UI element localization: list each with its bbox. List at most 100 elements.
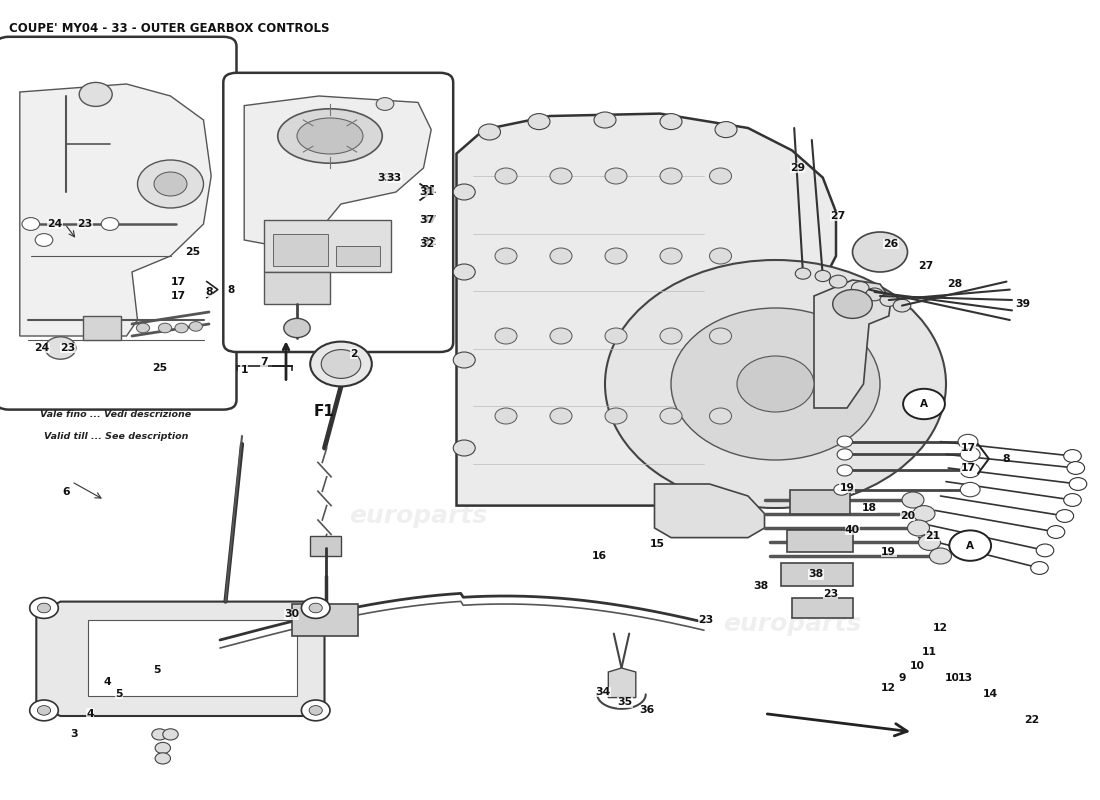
Polygon shape <box>244 96 431 256</box>
Circle shape <box>155 753 170 764</box>
Text: 33: 33 <box>377 173 393 182</box>
Polygon shape <box>608 668 636 698</box>
Circle shape <box>284 318 310 338</box>
Text: 5: 5 <box>154 666 161 675</box>
Circle shape <box>310 342 372 386</box>
Circle shape <box>880 294 898 306</box>
Text: 32: 32 <box>419 239 435 249</box>
Circle shape <box>495 328 517 344</box>
Bar <box>264 220 390 272</box>
Text: 3: 3 <box>70 729 77 738</box>
Circle shape <box>1064 450 1081 462</box>
Circle shape <box>671 308 880 460</box>
Text: europarts: europarts <box>723 612 861 636</box>
Text: 33: 33 <box>386 173 402 182</box>
Circle shape <box>376 98 394 110</box>
Circle shape <box>478 124 500 140</box>
Text: 4: 4 <box>104 677 111 686</box>
Text: F1: F1 <box>315 405 334 419</box>
Circle shape <box>158 323 172 333</box>
Text: 27: 27 <box>918 261 934 270</box>
Circle shape <box>737 356 814 412</box>
Circle shape <box>852 232 907 272</box>
Bar <box>88 620 297 696</box>
FancyArrowPatch shape <box>768 714 908 736</box>
Bar <box>786 530 852 552</box>
Ellipse shape <box>277 109 383 163</box>
Text: 35: 35 <box>617 698 632 707</box>
Circle shape <box>495 248 517 264</box>
Circle shape <box>453 440 475 456</box>
Circle shape <box>715 122 737 138</box>
Bar <box>292 604 358 636</box>
Circle shape <box>1067 462 1085 474</box>
Text: 25: 25 <box>185 247 200 257</box>
Circle shape <box>550 168 572 184</box>
Bar <box>790 490 850 514</box>
Bar <box>336 246 380 266</box>
Circle shape <box>453 184 475 200</box>
Circle shape <box>22 218 40 230</box>
Circle shape <box>605 168 627 184</box>
Text: 24: 24 <box>34 343 50 353</box>
Circle shape <box>152 729 167 740</box>
Circle shape <box>833 290 872 318</box>
Text: 24: 24 <box>47 219 63 229</box>
Circle shape <box>795 268 811 279</box>
Text: 6: 6 <box>63 487 69 497</box>
Text: 8: 8 <box>228 285 235 294</box>
Circle shape <box>710 168 732 184</box>
Circle shape <box>605 248 627 264</box>
Polygon shape <box>36 602 324 716</box>
Bar <box>310 536 341 556</box>
Circle shape <box>163 729 178 740</box>
Circle shape <box>594 112 616 128</box>
Circle shape <box>960 463 980 478</box>
Text: 17: 17 <box>960 443 976 453</box>
Text: 40: 40 <box>845 525 860 534</box>
Circle shape <box>528 114 550 130</box>
Text: 2: 2 <box>351 349 358 358</box>
Circle shape <box>495 168 517 184</box>
Bar <box>781 563 852 586</box>
Text: 27: 27 <box>830 211 846 221</box>
Circle shape <box>660 248 682 264</box>
Circle shape <box>660 114 682 130</box>
Circle shape <box>949 530 991 561</box>
Circle shape <box>710 248 732 264</box>
Circle shape <box>495 408 517 424</box>
Circle shape <box>837 449 852 460</box>
Text: 13: 13 <box>958 674 974 683</box>
Polygon shape <box>814 280 891 408</box>
Circle shape <box>550 248 572 264</box>
Text: 38: 38 <box>754 581 769 590</box>
Circle shape <box>837 465 852 476</box>
Text: 26: 26 <box>883 239 899 249</box>
Text: 14: 14 <box>982 689 998 698</box>
Circle shape <box>154 172 187 196</box>
Text: 22: 22 <box>1024 715 1040 725</box>
Circle shape <box>851 282 869 294</box>
Text: 1: 1 <box>241 365 248 374</box>
Text: 23: 23 <box>77 219 92 229</box>
Text: 30: 30 <box>284 610 299 619</box>
Circle shape <box>710 408 732 424</box>
Circle shape <box>101 218 119 230</box>
Circle shape <box>79 82 112 106</box>
Polygon shape <box>456 114 836 506</box>
Circle shape <box>189 322 202 331</box>
Circle shape <box>660 408 682 424</box>
Text: europarts: europarts <box>349 504 487 528</box>
Circle shape <box>710 328 732 344</box>
Circle shape <box>321 350 361 378</box>
Circle shape <box>960 447 980 462</box>
Circle shape <box>453 352 475 368</box>
Circle shape <box>1056 510 1074 522</box>
Text: 19: 19 <box>839 483 855 493</box>
Text: 11: 11 <box>922 647 937 657</box>
Bar <box>264 272 330 304</box>
Circle shape <box>453 264 475 280</box>
Circle shape <box>45 337 76 359</box>
Circle shape <box>605 260 946 508</box>
Circle shape <box>37 603 51 613</box>
